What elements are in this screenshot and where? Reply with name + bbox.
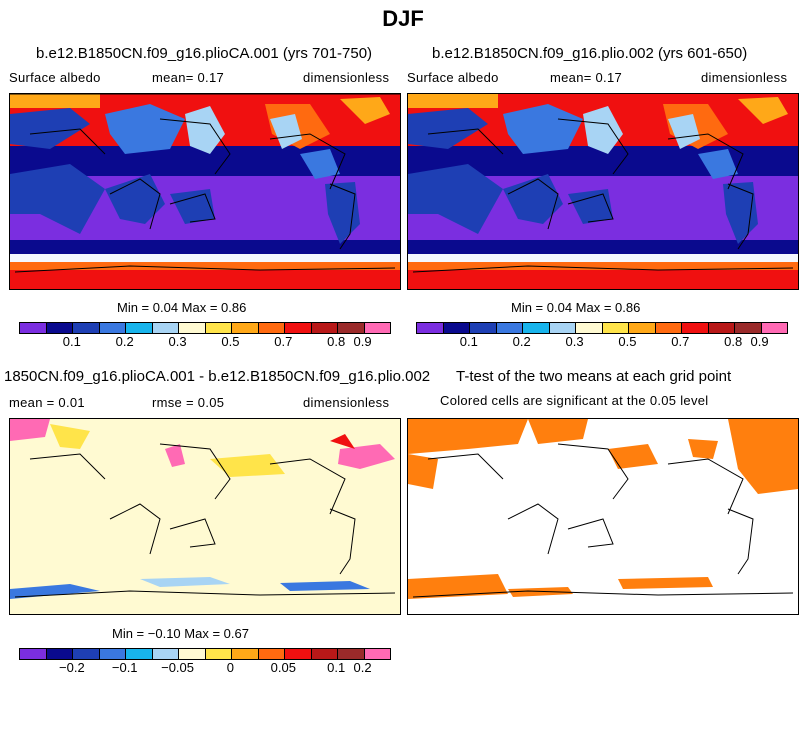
- panel3-mean-label: mean = 0.01: [9, 395, 85, 410]
- colorbar-tick-label: −0.1: [111, 660, 138, 675]
- colorbar-tick-label: 0.7: [274, 334, 293, 349]
- colorbar-swatch: [73, 649, 100, 659]
- colorbar-tick-label: 0.7: [671, 334, 690, 349]
- colorbar-swatch: [99, 649, 126, 659]
- panel1-units-label: dimensionless: [303, 70, 390, 85]
- panel4-subtitle: Colored cells are significant at the 0.0…: [440, 393, 709, 408]
- panel4-significance-map: [407, 418, 799, 615]
- colorbar-tick-label: 0: [226, 660, 235, 675]
- panel2-field-label: Surface albedo: [407, 70, 499, 85]
- colorbar-tick-label: 0.2: [353, 660, 372, 675]
- colorbar-swatch: [46, 649, 73, 659]
- colorbar-swatch: [179, 649, 206, 659]
- colorbar-swatch: [496, 323, 523, 333]
- colorbar-swatch: [258, 323, 285, 333]
- panel4-title: T-test of the two means at each grid poi…: [456, 368, 732, 385]
- colorbar-swatch: [523, 323, 550, 333]
- colorbar-tick-label: 0.2: [115, 334, 134, 349]
- figure-title: DJF: [382, 6, 424, 31]
- colorbar-swatch: [708, 323, 735, 333]
- panel3-colorbar: [19, 648, 391, 660]
- colorbar-swatch: [232, 649, 259, 659]
- colorbar-swatch: [576, 323, 603, 333]
- panel3-title: 1850CN.f09_g16.plioCA.001 - b.e12.B1850C…: [4, 368, 431, 385]
- panel1-albedo-map: [9, 93, 401, 290]
- colorbar-tick-label: 0.5: [221, 334, 240, 349]
- panel2-title: b.e12.B1850CN.f09_g16.plio.002 (yrs 601-…: [432, 45, 748, 62]
- colorbar-tick-label: −0.2: [59, 660, 85, 675]
- colorbar-tick-label: 0.8: [724, 334, 743, 349]
- colorbar-swatch: [232, 323, 259, 333]
- panel3-colorbar-labels: −0.2 −0.1 −0.05 0 0.05 0.1 0.2: [19, 660, 389, 676]
- colorbar-tick-label: 0.2: [512, 334, 531, 349]
- panel2-colorbar-labels: 0.1 0.2 0.3 0.5 0.7 0.8 0.9: [416, 334, 786, 350]
- panel1-mean-label: mean= 0.17: [152, 70, 225, 85]
- panel3-units-label: dimensionless: [303, 395, 390, 410]
- colorbar-swatch: [682, 323, 709, 333]
- colorbar-tick-label: 0.8: [327, 334, 346, 349]
- panel2-mean-label: mean= 0.17: [550, 70, 623, 85]
- colorbar-swatch: [364, 323, 390, 333]
- panel1-title: b.e12.B1850CN.f09_g16.plioCA.001 (yrs 70…: [36, 45, 373, 62]
- colorbar-swatch: [152, 323, 179, 333]
- colorbar-tick-label: 0.3: [565, 334, 584, 349]
- colorbar-tick-label: 0.1: [62, 334, 81, 349]
- colorbar-swatch: [205, 323, 232, 333]
- colorbar-swatch: [126, 323, 153, 333]
- panel1-minmax: Min = 0.04 Max = 0.86: [117, 300, 247, 315]
- colorbar-swatch: [735, 323, 762, 333]
- colorbar-swatch: [258, 649, 285, 659]
- colorbar-swatch: [152, 649, 179, 659]
- colorbar-swatch: [205, 649, 232, 659]
- panel1-colorbar-labels: 0.1 0.2 0.3 0.5 0.7 0.8 0.9: [19, 334, 389, 350]
- colorbar-swatch: [285, 649, 312, 659]
- colorbar-swatch: [338, 323, 365, 333]
- colorbar-swatch: [285, 323, 312, 333]
- colorbar-swatch: [46, 323, 73, 333]
- panel2-minmax: Min = 0.04 Max = 0.86: [511, 300, 641, 315]
- colorbar-swatch: [73, 323, 100, 333]
- panel1-colorbar: [19, 322, 391, 334]
- colorbar-tick-label: −0.05: [161, 660, 195, 675]
- colorbar-tick-label: 0.1: [459, 334, 478, 349]
- colorbar-swatch: [470, 323, 497, 333]
- colorbar-swatch: [761, 323, 787, 333]
- colorbar-swatch: [20, 323, 47, 333]
- colorbar-swatch: [364, 649, 390, 659]
- colorbar-swatch: [99, 323, 126, 333]
- colorbar-swatch: [311, 323, 338, 333]
- colorbar-tick-label: 0.05: [270, 660, 296, 675]
- colorbar-tick-label: 0.5: [618, 334, 637, 349]
- colorbar-swatch: [311, 649, 338, 659]
- colorbar-swatch: [179, 323, 206, 333]
- colorbar-swatch: [338, 649, 365, 659]
- panel3-difference-map: [9, 418, 401, 615]
- colorbar-swatch: [417, 323, 444, 333]
- colorbar-tick-label: 0.9: [750, 334, 769, 349]
- panel2-units-label: dimensionless: [701, 70, 788, 85]
- colorbar-swatch: [602, 323, 629, 333]
- panel3-minmax: Min = −0.10 Max = 0.67: [112, 626, 249, 641]
- panel2-albedo-map: [407, 93, 799, 290]
- colorbar-swatch: [655, 323, 682, 333]
- panel1-field-label: Surface albedo: [9, 70, 101, 85]
- colorbar-tick-label: 0.9: [353, 334, 372, 349]
- colorbar-tick-label: 0.3: [168, 334, 187, 349]
- panel3-rmse-label: rmse = 0.05: [152, 395, 225, 410]
- colorbar-tick-label: 0.1: [327, 660, 346, 675]
- colorbar-swatch: [20, 649, 47, 659]
- panel2-colorbar: [416, 322, 788, 334]
- colorbar-swatch: [629, 323, 656, 333]
- colorbar-swatch: [126, 649, 153, 659]
- colorbar-swatch: [443, 323, 470, 333]
- colorbar-swatch: [549, 323, 576, 333]
